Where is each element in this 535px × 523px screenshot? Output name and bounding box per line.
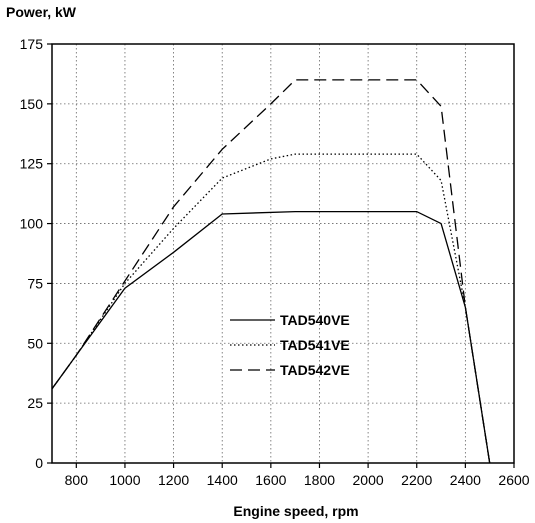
plot-frame (51, 43, 515, 464)
x-tick-label: 2600 (498, 472, 529, 488)
x-tick-label: 2000 (353, 472, 384, 488)
x-tick-label: 1800 (304, 472, 335, 488)
legend: TAD540VE TAD541VE TAD542VE (230, 312, 350, 378)
x-tick-label: 2400 (450, 472, 481, 488)
series-line-tad541ve (51, 153, 491, 464)
x-tick-label: 1600 (255, 472, 286, 488)
x-tick-label: 1000 (109, 472, 140, 488)
axis-ticks: 800 1000 1200 1400 1600 1800 2000 2200 2400 2600 0… (20, 36, 530, 488)
grid (52, 44, 514, 463)
y-tick-label: 25 (27, 395, 43, 411)
legend-label: TAD542VE (280, 362, 350, 378)
series-line-tad542ve (51, 79, 491, 464)
y-tick-label: 50 (27, 335, 43, 351)
y-tick-label: 0 (35, 455, 43, 471)
y-axis-title: Power, kW (6, 4, 77, 20)
y-tick-label: 150 (20, 96, 44, 112)
legend-label: TAD541VE (280, 337, 350, 353)
legend-label: TAD540VE (280, 312, 350, 328)
series-line-tad540ve (51, 210, 491, 464)
x-tick-label: 800 (65, 472, 89, 488)
y-tick-label: 125 (20, 156, 44, 172)
x-tick-label: 1400 (207, 472, 238, 488)
y-tick-label: 100 (20, 216, 44, 232)
series-lines (51, 79, 491, 464)
x-axis-title: Engine speed, rpm (233, 503, 358, 519)
y-tick-label: 75 (27, 275, 43, 291)
y-tick-label: 175 (20, 36, 44, 52)
x-tick-label: 2200 (401, 472, 432, 488)
x-tick-label: 1200 (158, 472, 189, 488)
